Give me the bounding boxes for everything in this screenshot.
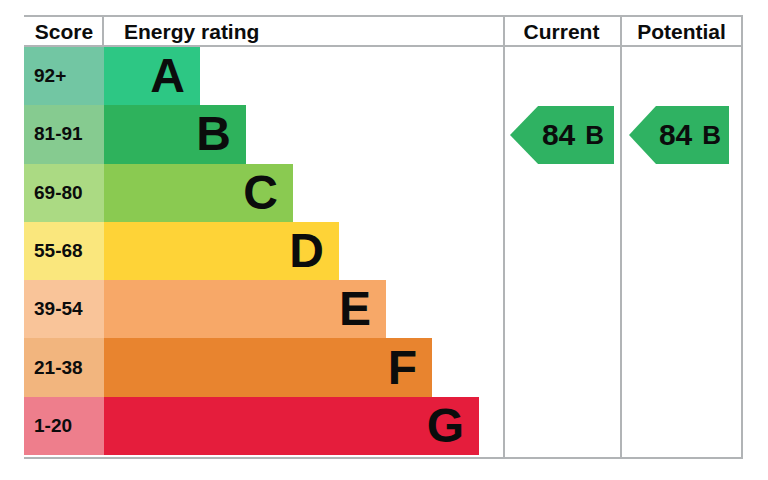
band-row-c: 69-80 C [24, 164, 743, 222]
band-row-g: 1-20 G [24, 397, 743, 455]
band-rows: 92+ A 81-91 B 69-80 C 55-68 D 39-54 E 21… [24, 47, 743, 455]
current-rating-letter: B [585, 122, 604, 148]
band-row-e: 39-54 E [24, 280, 743, 338]
rating-table: Score Energy rating Current Potential 92… [24, 15, 743, 459]
header-energy-rating: Energy rating [104, 17, 523, 45]
header-current: Current [503, 17, 620, 45]
table-header: Score Energy rating Current Potential [24, 17, 743, 47]
band-row-a: 92+ A [24, 47, 743, 105]
score-range-a: 92+ [24, 47, 104, 105]
score-range-c: 69-80 [24, 164, 104, 222]
divider-score-rating [102, 17, 104, 47]
header-potential: Potential [620, 17, 743, 45]
potential-rating-letter: B [702, 122, 721, 148]
band-bar-a: A [104, 47, 200, 105]
current-rating-value: 84 [542, 120, 575, 150]
divider-current-potential [620, 17, 622, 457]
score-range-d: 55-68 [24, 222, 104, 280]
score-range-g: 1-20 [24, 397, 104, 455]
band-bar-g: G [104, 397, 479, 455]
band-bar-c: C [104, 164, 293, 222]
score-range-b: 81-91 [24, 105, 104, 163]
band-bar-f: F [104, 338, 432, 396]
band-row-f: 21-38 F [24, 338, 743, 396]
epc-energy-rating-chart: Score Energy rating Current Potential 92… [0, 0, 768, 480]
header-score: Score [24, 17, 104, 45]
band-bar-e: E [104, 280, 386, 338]
score-range-e: 39-54 [24, 280, 104, 338]
table-right-border [741, 17, 743, 457]
divider-rating-current [503, 17, 505, 457]
band-row-d: 55-68 D [24, 222, 743, 280]
score-range-f: 21-38 [24, 338, 104, 396]
potential-rating-value: 84 [659, 120, 692, 150]
band-bar-d: D [104, 222, 339, 280]
band-bar-b: B [104, 105, 246, 163]
